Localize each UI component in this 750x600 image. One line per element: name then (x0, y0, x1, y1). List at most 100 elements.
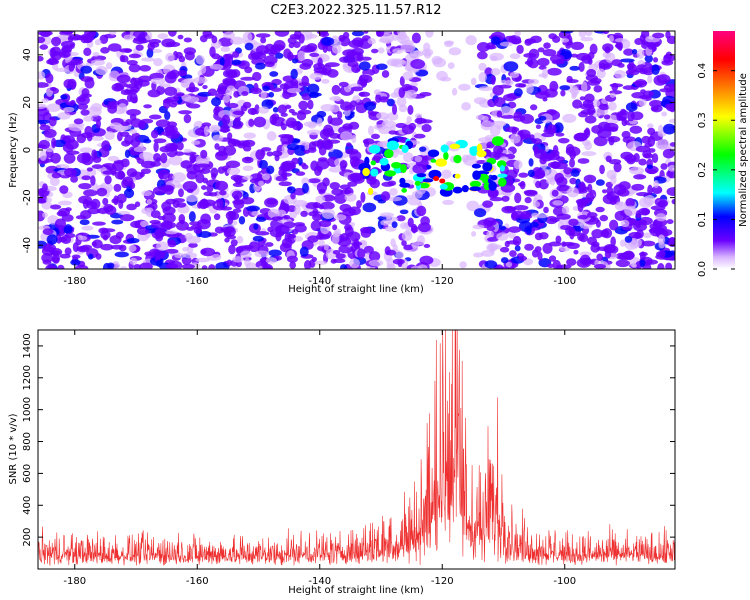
heatmap-cell (153, 57, 163, 67)
heatmap-cell (39, 150, 47, 162)
heatmap-cell (219, 190, 227, 196)
heatmap-cell (484, 260, 498, 269)
heatmap-cell (584, 93, 595, 103)
heatmap-cell (222, 95, 231, 103)
heatmap-cell (603, 122, 619, 132)
heatmap-cell (71, 254, 81, 259)
heatmap-cell (587, 183, 593, 193)
heatmap-cell (178, 110, 193, 115)
heatmap-cell (334, 214, 347, 221)
heatmap-cell (609, 196, 617, 206)
heatmap-cell (653, 180, 659, 189)
heatmap-cell (38, 31, 53, 36)
heatmap-cell (595, 179, 605, 186)
heatmap-cell (41, 98, 49, 103)
heatmap-cell (527, 169, 535, 178)
heatmap-cell (290, 68, 298, 80)
heatmap-cell (322, 128, 335, 137)
heatmap-cell (132, 96, 138, 104)
heatmap-cell (91, 55, 107, 61)
heatmap-peak-cell (491, 136, 504, 146)
heatmap-cell (267, 226, 274, 233)
heatmap-peak-cell (367, 187, 374, 195)
heatmap-cell (396, 96, 407, 108)
heatmap-cell (496, 232, 509, 241)
heatmap-cell (647, 184, 653, 196)
heatmap-cell (255, 45, 270, 55)
heatmap-cell (263, 55, 278, 65)
heatmap-cell (291, 157, 300, 165)
heatmap-cell (570, 169, 580, 177)
heatmap-cell (569, 149, 576, 160)
heatmap-cell (227, 138, 238, 147)
heatmap-cell (60, 94, 68, 100)
heatmap-cell (315, 233, 331, 240)
heatmap-cell (244, 66, 253, 74)
heatmap-peak-cell (362, 167, 370, 177)
heatmap-cell (542, 242, 553, 254)
heatmap-cell (615, 259, 630, 268)
heatmap-cell (604, 46, 611, 54)
heatmap-cell (531, 138, 543, 145)
heatmap-cell (419, 92, 432, 97)
heatmap-cell (200, 149, 208, 159)
heatmap-peak-cell (379, 157, 389, 166)
heatmap-cell (627, 110, 635, 122)
heatmap-cell (344, 224, 352, 231)
heatmap-cell (155, 157, 162, 163)
heatmap-cell (266, 131, 277, 141)
heatmap-cell (362, 202, 377, 213)
heatmap-cell (49, 177, 60, 187)
heatmap-cell (549, 176, 556, 186)
heatmap-cell (418, 146, 427, 152)
heatmap-cell (150, 210, 161, 219)
heatmap-cell (63, 106, 75, 113)
heatmap-cell (92, 221, 106, 226)
heatmap-cell (146, 199, 153, 205)
heatmap-cell (544, 88, 558, 98)
heatmap-cell (63, 153, 76, 164)
heatmap-cell (609, 35, 615, 42)
heatmap-cell (416, 234, 425, 246)
heatmap-cell (573, 249, 579, 255)
heatmap-cell (255, 149, 265, 161)
colorbar: 0.0 0.1 0.2 0.3 0.4 Normalized spectral ampl… (697, 31, 749, 277)
heatmap-cell (387, 112, 399, 121)
heatmap-cell (490, 68, 501, 76)
heatmap-cell (262, 85, 271, 92)
heatmap-cell (306, 129, 322, 136)
heatmap-cell (248, 53, 256, 60)
heatmap-cell (297, 157, 303, 165)
heatmap-cell (465, 35, 477, 46)
heatmap-cell (386, 216, 399, 222)
heatmap-cell (255, 33, 271, 38)
heatmap-cell (92, 51, 100, 57)
heatmap-cell (293, 41, 301, 48)
heatmap-cell (360, 56, 372, 61)
heatmap-cell (470, 77, 477, 86)
heatmap-cell (201, 265, 208, 269)
heatmap-cell (252, 235, 264, 242)
heatmap-cell (139, 262, 153, 269)
heatmap-cell (606, 186, 614, 196)
heatmap-cell (605, 155, 612, 163)
heatmap-cell (635, 145, 651, 153)
heatmap-cell (524, 243, 534, 251)
heatmap-cell (38, 103, 47, 110)
heatmap-cell (188, 82, 196, 93)
heatmap-cell (402, 71, 414, 81)
heatmap-cell (266, 165, 275, 175)
heatmap-cell (529, 134, 535, 141)
heatmap-peak-cell (452, 186, 463, 194)
heatmap-cell (518, 172, 529, 178)
heatmap-cell (609, 92, 616, 98)
heatmap-cell (486, 230, 495, 238)
heatmap-cell (358, 74, 373, 84)
heatmap-cell (569, 65, 580, 71)
heatmap-cell (287, 186, 296, 194)
snr-y-ticks: 200 400 600 800 1000 1200 1400 (22, 333, 675, 547)
heatmap-cell (70, 175, 79, 183)
heatmap-cell (599, 164, 605, 175)
heatmap-cell (118, 244, 127, 252)
heatmap-cell (656, 74, 671, 84)
